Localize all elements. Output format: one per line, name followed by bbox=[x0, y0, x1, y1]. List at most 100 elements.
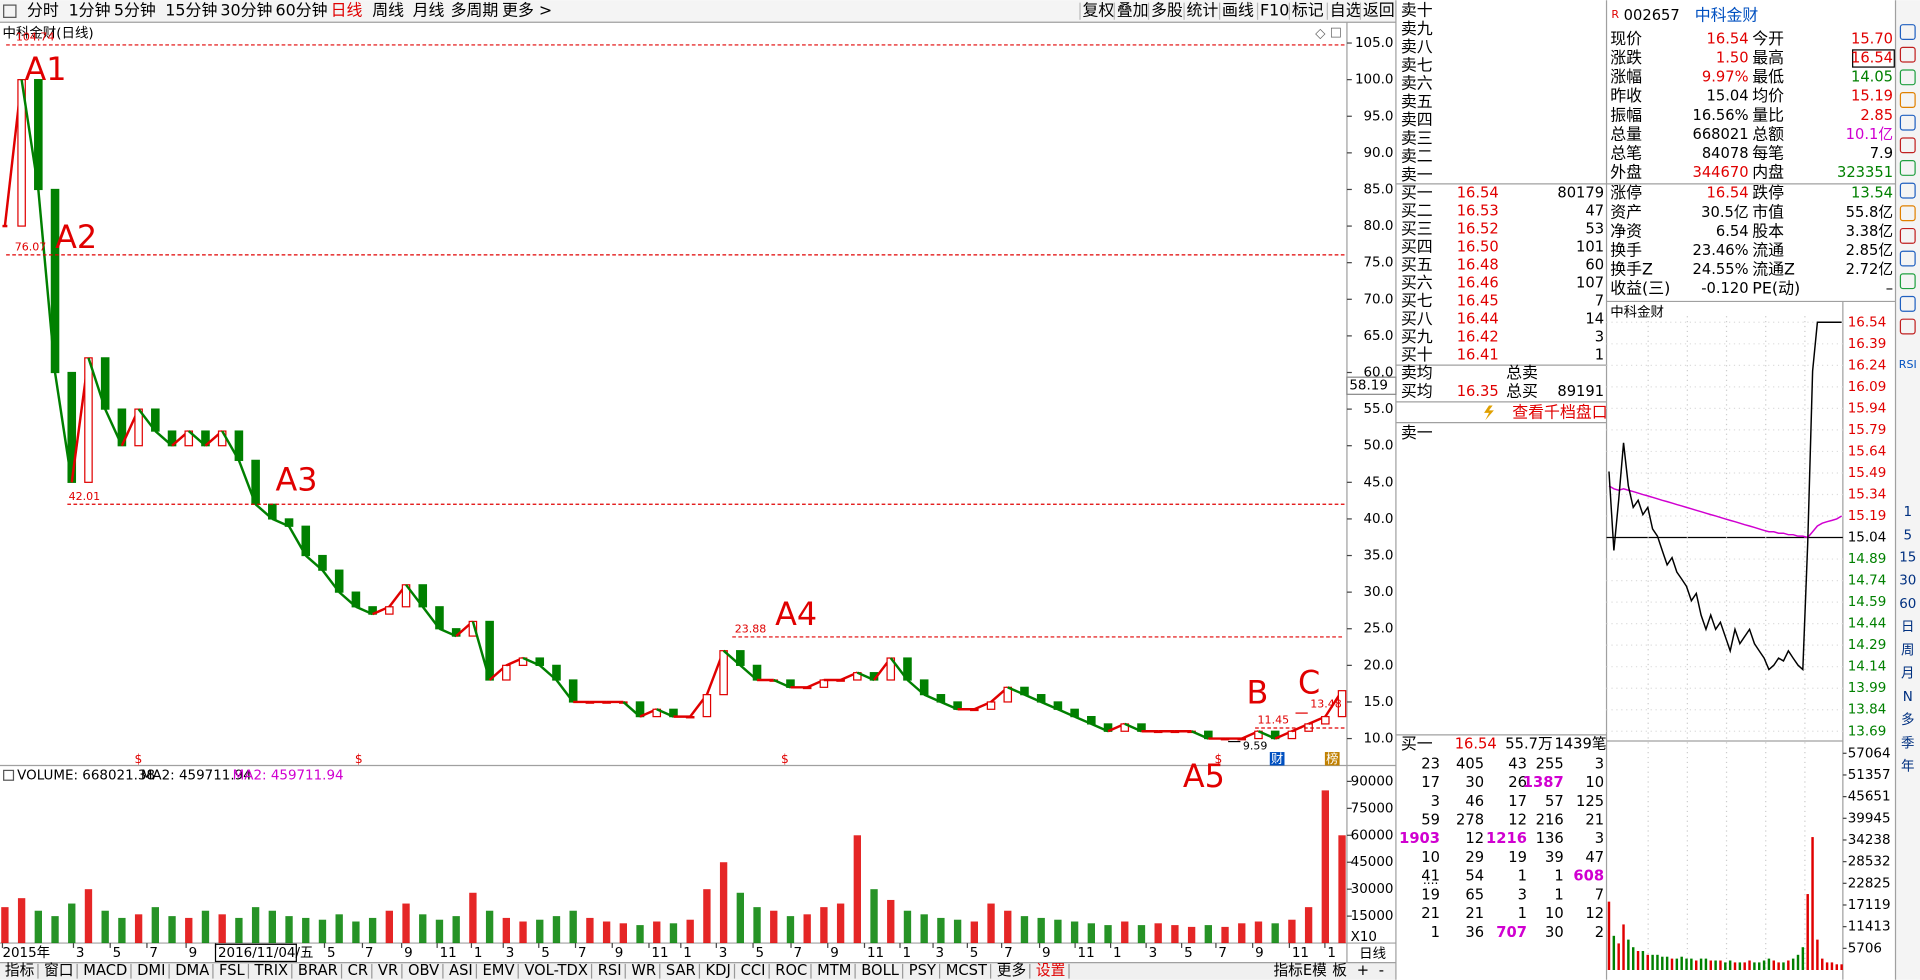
level-label: 23.88 bbox=[735, 623, 767, 636]
tab[interactable]: + bbox=[1357, 962, 1369, 979]
price-body bbox=[986, 701, 996, 710]
toolbar-button[interactable]: 30分钟 bbox=[220, 1, 272, 20]
tab[interactable]: VOL-TDX bbox=[524, 962, 588, 979]
tab[interactable]: VR bbox=[378, 962, 398, 979]
sidebar-icon[interactable] bbox=[1899, 137, 1916, 154]
sidebar-button[interactable]: 月 bbox=[1901, 667, 1914, 682]
tab[interactable]: MCST bbox=[946, 962, 988, 979]
toolbar-button[interactable]: 周线 bbox=[372, 1, 404, 20]
sidebar-button[interactable]: 日 bbox=[1901, 620, 1914, 635]
sidebar-button[interactable]: 60 bbox=[1899, 597, 1916, 612]
toolbar-button[interactable]: 日线 bbox=[331, 1, 363, 20]
sidebar-icon[interactable] bbox=[1899, 273, 1916, 290]
tab[interactable]: - bbox=[1379, 962, 1384, 979]
tab[interactable]: 窗口 bbox=[44, 961, 73, 979]
tab[interactable]: FSL bbox=[219, 962, 246, 979]
price-body bbox=[151, 408, 160, 432]
volume-bar bbox=[1037, 917, 1045, 944]
tab[interactable]: ROC bbox=[775, 962, 807, 979]
tab[interactable]: 设置 bbox=[1036, 962, 1065, 979]
sidebar-button[interactable]: 30 bbox=[1899, 574, 1916, 589]
tab[interactable]: TRIX bbox=[254, 962, 289, 979]
toolbar-button[interactable]: 画线 bbox=[1222, 1, 1254, 20]
toolbar-button[interactable]: 15分钟 bbox=[165, 1, 217, 20]
toolbar-button[interactable]: 5分钟 bbox=[114, 1, 156, 20]
tab[interactable]: CCI bbox=[741, 962, 766, 979]
tab[interactable]: 指标 bbox=[5, 962, 35, 979]
sidebar-button[interactable]: 多 bbox=[1901, 711, 1914, 728]
sidebar-icon[interactable] bbox=[1899, 205, 1916, 222]
tab[interactable]: MACD bbox=[83, 962, 127, 979]
sidebar-button[interactable]: N bbox=[1903, 690, 1913, 705]
tab[interactable]: 指标E模 bbox=[1273, 962, 1327, 979]
toolbar-button[interactable]: 标记 bbox=[1292, 1, 1324, 20]
tab[interactable]: RSI bbox=[598, 962, 622, 979]
sidebar-icon[interactable] bbox=[1899, 227, 1916, 244]
toolbar-button[interactable]: F10 bbox=[1260, 1, 1289, 20]
toolbar-button[interactable]: 分时 bbox=[27, 1, 59, 20]
tab[interactable]: PSY bbox=[909, 962, 936, 979]
tab[interactable]: BOLL bbox=[861, 962, 900, 979]
sidebar-button[interactable]: RSI bbox=[1899, 358, 1917, 371]
sidebar-icon[interactable] bbox=[1899, 92, 1916, 108]
tab[interactable]: SAR bbox=[666, 962, 696, 979]
toolbar-button[interactable]: 1分钟 bbox=[69, 1, 111, 20]
sidebar-button[interactable]: 5 bbox=[1903, 528, 1912, 543]
tab[interactable]: 更多 bbox=[997, 962, 1026, 979]
tab[interactable]: OBV bbox=[408, 962, 439, 979]
sidebar-icon[interactable] bbox=[1899, 69, 1916, 86]
sidebar-icon[interactable] bbox=[1899, 250, 1916, 267]
tab[interactable]: 板 bbox=[1332, 961, 1347, 979]
chart-icons[interactable]: ◇ ☐ bbox=[1315, 26, 1342, 41]
sidebar-icon[interactable] bbox=[1899, 24, 1916, 41]
intraday-title: 中科金财 bbox=[1610, 304, 1664, 320]
toolbar-icon[interactable] bbox=[3, 4, 17, 18]
tab[interactable]: CR bbox=[348, 962, 368, 979]
sidebar-button[interactable]: 季 bbox=[1901, 735, 1914, 751]
toolbar-button[interactable]: 统计 bbox=[1187, 1, 1219, 20]
buy-volume: 80179 bbox=[1557, 185, 1604, 202]
sidebar-icon[interactable] bbox=[1899, 114, 1916, 131]
tab[interactable]: BRAR bbox=[298, 962, 338, 979]
toolbar-button[interactable]: 多周期 bbox=[451, 1, 499, 20]
sidebar-icon[interactable] bbox=[1899, 182, 1916, 199]
sidebar-button[interactable]: 周 bbox=[1901, 643, 1914, 658]
sidebar-button[interactable]: 15 bbox=[1899, 550, 1916, 565]
volume-ma: MA2: 459711.94 bbox=[141, 768, 252, 783]
toolbar-button[interactable]: 60分钟 bbox=[276, 1, 328, 20]
sidebar-button[interactable]: 1 bbox=[1903, 505, 1912, 520]
toolbar-button[interactable]: 返回 bbox=[1363, 1, 1395, 20]
quote-label: 最低 bbox=[1752, 67, 1784, 86]
sidebar-icon[interactable] bbox=[1899, 318, 1916, 335]
intraday-volume-bar bbox=[1782, 962, 1785, 970]
toolbar-button[interactable]: 自选 bbox=[1330, 1, 1362, 20]
marker: $ bbox=[134, 752, 142, 766]
toolbar-button[interactable]: 叠加 bbox=[1117, 1, 1149, 20]
quote-value: 323351 bbox=[1837, 164, 1893, 181]
toolbar-button[interactable]: 复权 bbox=[1082, 1, 1114, 20]
toolbar-button[interactable]: 更多 > bbox=[502, 1, 552, 20]
tab[interactable]: DMI bbox=[137, 962, 165, 979]
sidebar-button[interactable]: 年 bbox=[1901, 759, 1914, 775]
sidebar-icon[interactable] bbox=[1899, 46, 1916, 63]
volume-bar bbox=[1070, 921, 1079, 944]
tab[interactable]: ASI bbox=[449, 962, 473, 979]
trade-cell: 43 bbox=[1508, 755, 1527, 772]
intraday-volume-bar bbox=[1661, 956, 1664, 970]
tab[interactable]: MTM bbox=[817, 962, 851, 979]
sell-label: 卖九 bbox=[1401, 19, 1433, 38]
sidebar-icon[interactable] bbox=[1899, 160, 1916, 176]
tab[interactable]: KDJ bbox=[706, 962, 731, 979]
price-body bbox=[535, 657, 545, 666]
toolbar-button[interactable]: 多股 bbox=[1151, 1, 1183, 20]
toolbar-button[interactable]: 月线 bbox=[413, 1, 445, 20]
y-tick-label: 90.0 bbox=[1364, 146, 1394, 161]
tab[interactable]: EMV bbox=[483, 962, 515, 979]
buy-price: 16.48 bbox=[1457, 257, 1499, 274]
order-link[interactable]: 查看千档盘口 bbox=[1512, 402, 1607, 421]
sidebar-icon[interactable] bbox=[1899, 295, 1916, 312]
volume-bar bbox=[201, 910, 210, 944]
tab[interactable]: DMA bbox=[175, 962, 209, 979]
annotation: A4 bbox=[775, 595, 817, 633]
tab[interactable]: WR bbox=[631, 962, 656, 979]
